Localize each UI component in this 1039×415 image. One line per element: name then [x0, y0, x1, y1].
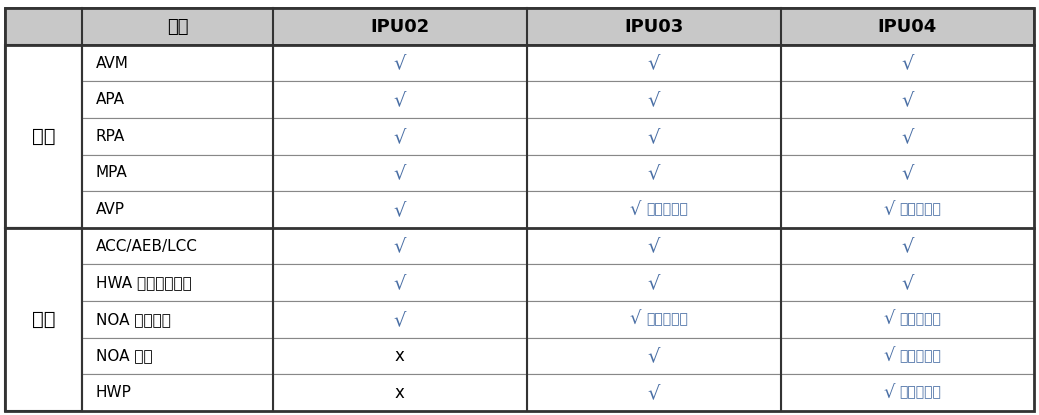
Bar [82, 155, 272, 191]
Bar [780, 155, 1034, 191]
Bar [5, 45, 82, 228]
Text: 行车: 行车 [32, 310, 55, 329]
Bar [527, 374, 780, 411]
Bar [272, 264, 527, 301]
Text: x: x [395, 383, 404, 402]
Bar [527, 264, 780, 301]
Bar [780, 8, 1034, 45]
Text: HWP: HWP [96, 385, 132, 400]
Bar [527, 118, 780, 155]
Text: √: √ [901, 127, 913, 146]
Text: √: √ [647, 347, 660, 366]
Text: IPU02: IPU02 [370, 17, 429, 36]
Bar [780, 338, 1034, 374]
Bar [82, 8, 272, 45]
Bar [82, 374, 272, 411]
Bar [527, 8, 780, 45]
Text: （增强型）: （增强型） [646, 203, 688, 217]
Text: NOA 城区: NOA 城区 [96, 349, 153, 364]
Bar [272, 8, 527, 45]
Bar [780, 264, 1034, 301]
Text: MPA: MPA [96, 166, 128, 181]
Bar [82, 228, 272, 264]
Text: √: √ [647, 127, 660, 146]
Bar [82, 301, 272, 338]
Text: 功能: 功能 [166, 17, 188, 36]
Bar [272, 228, 527, 264]
Bar [82, 118, 272, 155]
Bar [272, 118, 527, 155]
Bar [780, 81, 1034, 118]
Bar [272, 81, 527, 118]
Bar [82, 264, 272, 301]
Bar [82, 81, 272, 118]
Text: NOA （高速）: NOA （高速） [96, 312, 170, 327]
Text: √: √ [647, 164, 660, 183]
Bar [780, 191, 1034, 228]
Text: ACC/AEB/LCC: ACC/AEB/LCC [96, 239, 197, 254]
Text: （增强型）: （增强型） [646, 312, 688, 326]
Text: IPU04: IPU04 [878, 17, 937, 36]
Bar [527, 301, 780, 338]
Text: √: √ [901, 164, 913, 183]
Text: x: x [395, 347, 404, 365]
Text: HWA （触发变道）: HWA （触发变道） [96, 275, 191, 290]
Text: √: √ [901, 237, 913, 256]
Text: √: √ [883, 310, 895, 328]
Text: √: √ [883, 383, 895, 402]
Text: √: √ [394, 273, 406, 292]
Bar [527, 155, 780, 191]
Text: √: √ [901, 90, 913, 109]
Bar [272, 374, 527, 411]
Text: √: √ [394, 127, 406, 146]
Text: √: √ [883, 347, 895, 365]
Bar [82, 45, 272, 81]
Bar [272, 45, 527, 81]
Bar [272, 301, 527, 338]
Bar [5, 8, 82, 45]
Bar [82, 338, 272, 374]
Bar [780, 374, 1034, 411]
Text: （增强型）: （增强型） [900, 312, 941, 326]
Text: √: √ [630, 200, 641, 219]
Text: √: √ [901, 273, 913, 292]
Text: √: √ [394, 164, 406, 183]
Bar [272, 191, 527, 228]
Bar [82, 191, 272, 228]
Text: √: √ [394, 310, 406, 329]
Bar [527, 81, 780, 118]
Bar [780, 45, 1034, 81]
Text: RPA: RPA [96, 129, 125, 144]
Text: （增强型）: （增强型） [900, 386, 941, 400]
Text: （增强型）: （增强型） [900, 203, 941, 217]
Bar [272, 155, 527, 191]
Bar [527, 45, 780, 81]
Text: √: √ [394, 200, 406, 219]
Bar [272, 338, 527, 374]
Text: （增强型）: （增强型） [900, 349, 941, 363]
Bar [527, 191, 780, 228]
Text: IPU03: IPU03 [624, 17, 684, 36]
Bar [780, 118, 1034, 155]
Bar [780, 228, 1034, 264]
Text: √: √ [394, 237, 406, 256]
Bar [5, 228, 82, 411]
Text: √: √ [394, 90, 406, 109]
Text: √: √ [647, 273, 660, 292]
Text: √: √ [647, 383, 660, 402]
Text: 泊车: 泊车 [32, 127, 55, 146]
Text: √: √ [647, 237, 660, 256]
Text: AVP: AVP [96, 202, 125, 217]
Text: √: √ [883, 200, 895, 219]
Bar [527, 228, 780, 264]
Text: √: √ [647, 90, 660, 109]
Text: AVM: AVM [96, 56, 129, 71]
Text: √: √ [647, 54, 660, 73]
Text: √: √ [901, 54, 913, 73]
Bar [780, 301, 1034, 338]
Text: APA: APA [96, 92, 125, 107]
Text: √: √ [394, 54, 406, 73]
Text: √: √ [630, 310, 641, 328]
Bar [527, 338, 780, 374]
